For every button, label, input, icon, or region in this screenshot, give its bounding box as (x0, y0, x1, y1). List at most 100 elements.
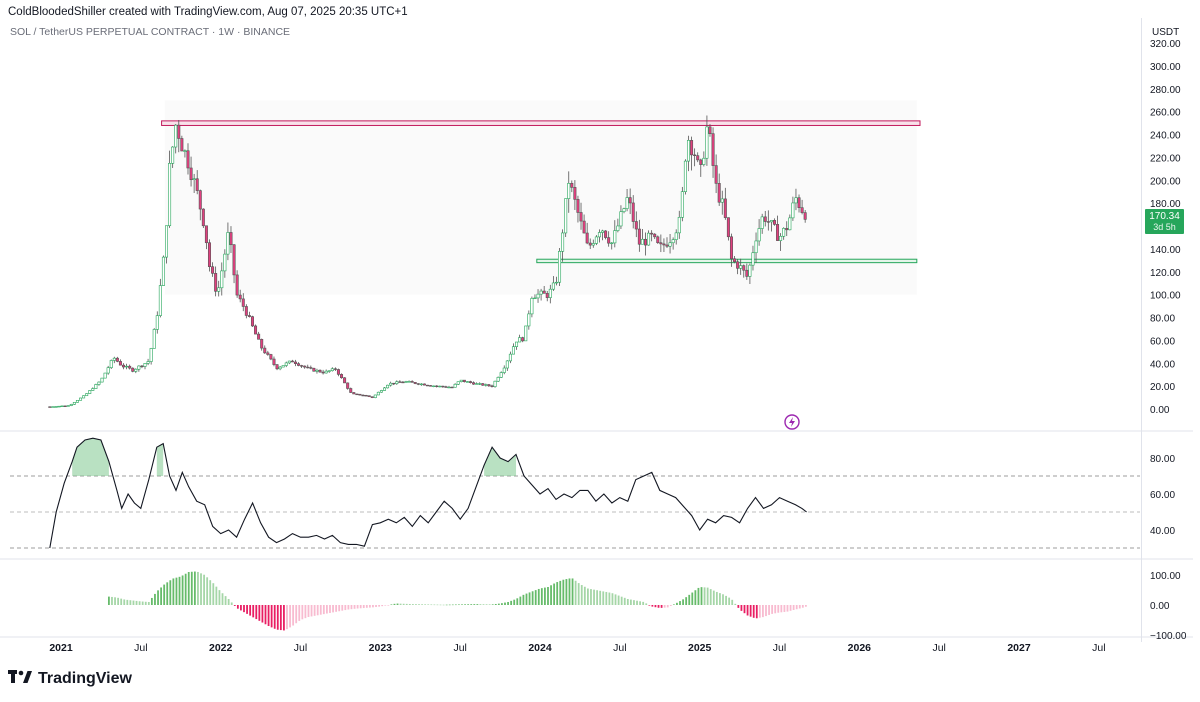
macd-bar (184, 573, 187, 605)
candle-body (321, 371, 325, 374)
candle-body (791, 202, 795, 219)
price-tick-label: 240.00 (1150, 131, 1181, 142)
macd-bar (805, 605, 807, 607)
candle-body (312, 367, 316, 372)
candle-body (788, 217, 792, 231)
macd-bar (749, 605, 752, 617)
candle-body (254, 325, 258, 335)
macd-bar (712, 590, 715, 605)
candle-body (168, 163, 172, 227)
candle-body (349, 388, 353, 393)
candle-body (152, 329, 156, 349)
macd-bar (743, 605, 746, 614)
macd-bar (433, 604, 436, 606)
candle-body (207, 242, 211, 267)
macd-bar (347, 605, 350, 610)
candle-body (505, 360, 509, 369)
macd-bar (411, 604, 414, 605)
candle-body (401, 381, 405, 384)
candle-body (425, 384, 429, 387)
candle-body (536, 293, 540, 299)
macd-bar (365, 605, 368, 608)
candle-body (214, 273, 218, 292)
lightning-icon[interactable] (784, 414, 800, 430)
macd-bar (752, 605, 755, 618)
candle-body (597, 232, 601, 238)
candle-body (57, 405, 61, 408)
candle-body (493, 380, 497, 387)
price-tick-label: 140.00 (1150, 245, 1181, 256)
candle-body (702, 157, 706, 165)
candle-body (472, 382, 476, 385)
macd-bar (626, 599, 629, 605)
candle-body (800, 207, 804, 213)
candle-body (794, 197, 798, 204)
macd-bar (682, 599, 684, 605)
macd-bar (301, 605, 304, 620)
candle-body (622, 208, 626, 212)
macd-bar (350, 605, 353, 610)
candle-body (398, 381, 402, 383)
macd-bar (593, 589, 595, 605)
macd-bar (224, 596, 227, 605)
macd-bar (117, 597, 120, 605)
macd-bar (479, 604, 482, 605)
macd-bar (547, 587, 549, 605)
macd-bar (378, 605, 381, 607)
candle-body (69, 404, 73, 406)
candle-body (82, 395, 86, 399)
candle-body (211, 266, 215, 274)
time-tick-label: Jul (134, 642, 147, 654)
candle-body (582, 220, 586, 234)
macd-bar (322, 605, 325, 615)
rsi-tick-label: 40.00 (1150, 526, 1175, 537)
macd-bar (240, 605, 242, 611)
candle-body (180, 138, 184, 152)
candle-body (392, 382, 396, 385)
candle-body (551, 282, 555, 290)
macd-bar (427, 604, 430, 605)
macd-bar (755, 605, 758, 619)
bar-countdown: 3d 5h (1153, 222, 1176, 232)
candle-body (478, 383, 482, 385)
macd-bar (436, 604, 439, 606)
macd-bar (633, 600, 635, 605)
candle-body (413, 382, 417, 384)
macd-bar (792, 605, 795, 610)
candle-body (171, 146, 175, 164)
macd-bar (580, 585, 583, 605)
candle-body (686, 140, 690, 162)
macd-bar (141, 601, 144, 605)
candle-body (373, 394, 377, 398)
macd-bar (672, 604, 675, 605)
macd-bar (163, 584, 166, 605)
candle-body (533, 297, 537, 300)
macd-bar (651, 605, 654, 607)
price-tick-label: 40.00 (1150, 359, 1175, 370)
candle-body (751, 252, 755, 266)
candle-body (573, 187, 577, 200)
macd-bar (295, 605, 298, 624)
range-shading (164, 100, 917, 295)
macd-bar (501, 603, 503, 605)
macd-bar (516, 598, 519, 605)
brand[interactable]: TradingView (8, 670, 132, 688)
candle-body (797, 197, 801, 208)
candle-body (100, 377, 104, 383)
macd-bar (292, 605, 295, 626)
candle-body (220, 270, 224, 289)
macd-bar (273, 605, 276, 629)
macd-bar (740, 605, 743, 611)
candle-body (327, 370, 331, 372)
candle-body (229, 232, 233, 246)
candle-body (745, 269, 749, 277)
support-zone (536, 258, 918, 264)
candle-body (604, 230, 608, 238)
symbol-info: SOL / TetherUS PERPETUAL CONTRACT · 1W ·… (10, 26, 291, 38)
macd-bar (731, 599, 734, 605)
candle-body (610, 242, 614, 245)
macd-bar (197, 571, 199, 605)
time-tick-label: Jul (932, 642, 945, 654)
candle-body (785, 228, 789, 231)
